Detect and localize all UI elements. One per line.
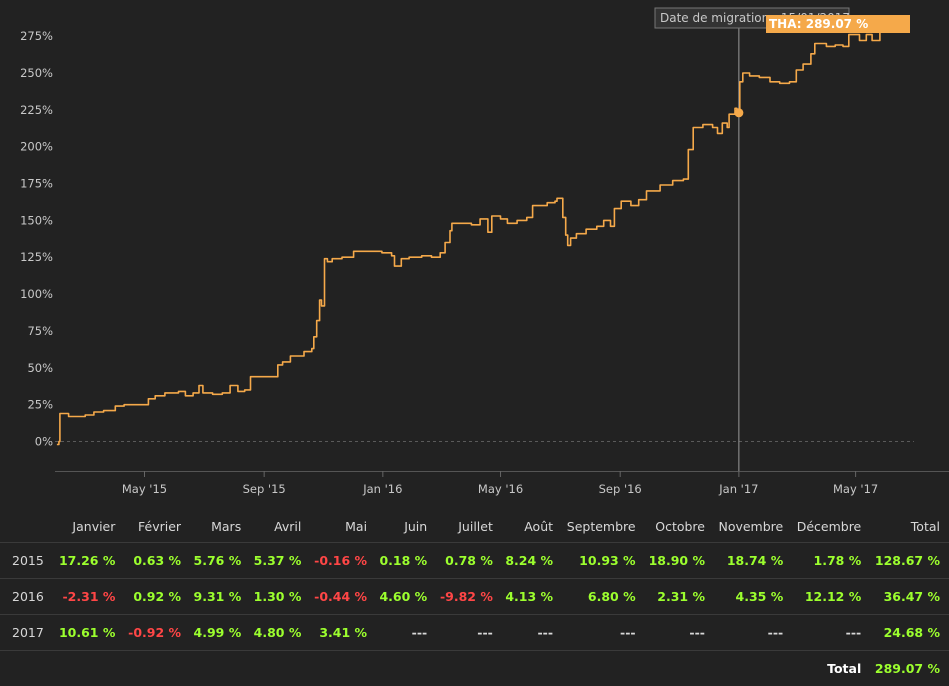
row-total-cell: 24.68 % — [870, 614, 949, 651]
column-header: Septembre — [566, 518, 636, 534]
column-header: Avril — [274, 518, 302, 534]
month-value-cell: 3.41 % — [310, 614, 377, 651]
month-value-cell: 18.74 % — [713, 542, 793, 579]
y-tick-label: 175% — [20, 177, 53, 191]
migration-point-marker[interactable] — [734, 108, 744, 118]
month-value-cell: 18.90 % — [644, 542, 714, 579]
month-value-cell: -0.44 % — [310, 578, 377, 615]
month-value-cell: --- — [562, 614, 645, 651]
x-tick-label: May '16 — [478, 482, 523, 496]
month-value-cell: 1.78 % — [792, 542, 871, 579]
series-line-tha[interactable] — [56, 15, 890, 446]
month-value-cell: 4.99 % — [190, 614, 251, 651]
month-value-cell: -0.92 % — [124, 614, 191, 651]
table-row: 2017 10.61 % -0.92 % 4.99 % 4.80 % 3.41 % --- -… — [0, 614, 949, 651]
y-tick-label: 125% — [20, 250, 53, 264]
table-row: 2015 17.26 % 0.63 % 5.76 % 5.37 % -0.16 % 0.18… — [0, 542, 949, 579]
column-header: Décembre — [796, 518, 862, 534]
month-value-cell: 4.35 % — [713, 578, 793, 615]
month-value-cell: -0.16 % — [310, 542, 377, 579]
x-tick-label: May '15 — [122, 482, 167, 496]
month-value-cell: 2.31 % — [644, 578, 714, 615]
table-header-row: Janvier Février Mars Avril Mai Juin Juil… — [0, 510, 949, 543]
x-axis: May '15 Sep '15 Jan '16 May '16 Sep '16 Jan '… — [122, 471, 878, 496]
y-tick-label: 200% — [20, 140, 53, 154]
row-total-cell: 128.67 % — [870, 542, 949, 579]
column-header: Juin — [404, 518, 428, 534]
y-tick-label: 225% — [20, 103, 53, 117]
x-tick-label: Jan '17 — [718, 482, 758, 496]
month-value-cell: --- — [501, 614, 563, 651]
year-cell: 2016 — [0, 578, 55, 615]
year-cell: 2015 — [0, 542, 55, 579]
column-header: Octobre — [655, 518, 705, 534]
month-value-cell: -9.82 % — [436, 578, 502, 615]
y-tick-label: 100% — [20, 287, 53, 301]
grand-total-value: 289.07 % — [874, 661, 940, 676]
column-header: Novembre — [718, 518, 784, 534]
column-header: Janvier — [72, 518, 116, 534]
grand-total-row: Total 289.07 % — [0, 651, 949, 686]
y-tick-label: 0% — [35, 435, 53, 449]
performance-line-chart[interactable]: 0% 25% 50% 75% 100% 125% 150% 175% 200% 225% 250% 2… — [0, 0, 949, 510]
column-header: Février — [138, 518, 182, 534]
month-value-cell: --- — [644, 614, 714, 651]
month-value-cell: 17.26 % — [55, 542, 125, 579]
x-tick-label: Sep '16 — [599, 482, 642, 496]
column-header: Mars — [211, 518, 242, 534]
y-tick-label: 75% — [27, 324, 53, 338]
year-column-header — [0, 510, 55, 543]
total-column-header: Total — [910, 518, 940, 534]
column-header: Mai — [345, 518, 368, 534]
month-value-cell: --- — [792, 614, 871, 651]
year-cell: 2017 — [0, 614, 55, 651]
row-total-cell: 36.47 % — [870, 578, 949, 615]
column-header: Août — [524, 518, 554, 534]
month-value-cell: 0.78 % — [436, 542, 502, 579]
month-value-cell: --- — [713, 614, 793, 651]
x-tick-label: Jan '16 — [362, 482, 402, 496]
column-header: Juillet — [458, 518, 493, 534]
month-value-cell: --- — [376, 614, 437, 651]
month-value-cell: 0.92 % — [124, 578, 191, 615]
month-value-cell: 0.18 % — [376, 542, 437, 579]
month-value-cell: 4.13 % — [501, 578, 563, 615]
y-tick-label: 150% — [20, 213, 53, 227]
month-value-cell: 5.76 % — [190, 542, 251, 579]
y-tick-label: 250% — [20, 66, 53, 80]
month-value-cell: 4.80 % — [250, 614, 311, 651]
month-value-cell: 6.80 % — [562, 578, 645, 615]
y-axis: 0% 25% 50% 75% 100% 125% 150% 175% 200% 225% 250% 2… — [20, 29, 53, 448]
value-tooltip: THA: 289.07 % — [766, 15, 910, 33]
y-tick-label: 275% — [20, 29, 53, 43]
month-value-cell: 4.60 % — [376, 578, 437, 615]
x-tick-label: May '17 — [833, 482, 878, 496]
x-tick-label: Sep '15 — [243, 482, 286, 496]
monthly-performance-table: Janvier Février Mars Avril Mai Juin Juil… — [0, 510, 949, 686]
tooltip-label: THA: 289.07 % — [769, 17, 868, 31]
month-value-cell: 8.24 % — [501, 542, 563, 579]
month-value-cell: 10.61 % — [55, 614, 125, 651]
y-tick-label: 50% — [27, 361, 53, 375]
y-tick-label: 25% — [27, 398, 53, 412]
month-value-cell: 12.12 % — [792, 578, 871, 615]
month-value-cell: 10.93 % — [562, 542, 645, 579]
table-row: 2016 -2.31 % 0.92 % 9.31 % 1.30 % -0.44 % 4.60… — [0, 578, 949, 615]
month-value-cell: --- — [436, 614, 502, 651]
month-value-cell: 9.31 % — [190, 578, 251, 615]
month-value-cell: 5.37 % — [250, 542, 311, 579]
month-value-cell: 0.63 % — [124, 542, 191, 579]
month-value-cell: -2.31 % — [55, 578, 125, 615]
month-value-cell: 1.30 % — [250, 578, 311, 615]
grand-total-label: Total — [827, 661, 862, 676]
